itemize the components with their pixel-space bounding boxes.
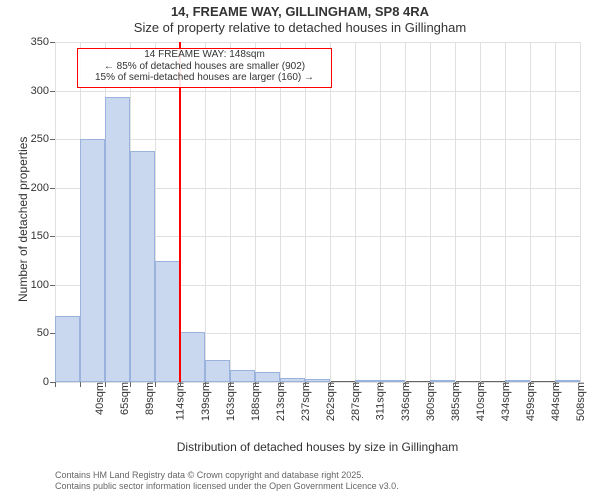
annotation-line: 14 FREAME WAY: 148sqm bbox=[78, 49, 331, 61]
xtick-mark bbox=[55, 382, 56, 387]
gridline-v bbox=[230, 42, 231, 382]
xtick-mark bbox=[380, 382, 381, 387]
plot-area: 05010015020025030035040sqm65sqm89sqm114s… bbox=[55, 42, 580, 382]
xtick-label: 114sqm bbox=[172, 382, 186, 420]
gridline-v bbox=[255, 42, 256, 382]
histogram-bar bbox=[255, 372, 280, 382]
xtick-mark bbox=[555, 382, 556, 387]
gridline-v bbox=[505, 42, 506, 382]
xtick-mark bbox=[505, 382, 506, 387]
xtick-label: 434sqm bbox=[498, 382, 512, 421]
ytick-label: 350 bbox=[31, 36, 55, 48]
xtick-mark bbox=[280, 382, 281, 387]
annotation-box: 14 FREAME WAY: 148sqm← 85% of detached h… bbox=[77, 48, 332, 88]
chart-subtitle: Size of property relative to detached ho… bbox=[0, 20, 600, 36]
xtick-label: 287sqm bbox=[348, 382, 362, 421]
gridline-v bbox=[430, 42, 431, 382]
gridline-v bbox=[530, 42, 531, 382]
annotation-line: ← 85% of detached houses are smaller (90… bbox=[78, 61, 331, 73]
xtick-label: 508sqm bbox=[573, 382, 587, 421]
xtick-label: 139sqm bbox=[198, 382, 212, 421]
xtick-mark bbox=[455, 382, 456, 387]
histogram-bar bbox=[355, 380, 380, 382]
xtick-mark bbox=[155, 382, 156, 387]
xtick-label: 89sqm bbox=[142, 382, 156, 415]
histogram-bar bbox=[505, 380, 530, 382]
ytick-label: 0 bbox=[43, 376, 55, 388]
gridline-v bbox=[455, 42, 456, 382]
xtick-label: 40sqm bbox=[92, 382, 106, 415]
xtick-mark bbox=[530, 382, 531, 387]
chart-title: 14, FREAME WAY, GILLINGHAM, SP8 4RA bbox=[0, 4, 600, 20]
footnote-line-1: Contains HM Land Registry data © Crown c… bbox=[55, 470, 580, 481]
xtick-label: 188sqm bbox=[248, 382, 262, 421]
xtick-mark bbox=[230, 382, 231, 387]
xtick-mark bbox=[180, 382, 181, 387]
ytick-label: 200 bbox=[31, 182, 55, 194]
histogram-bar bbox=[130, 151, 155, 382]
xtick-label: 163sqm bbox=[223, 382, 237, 421]
histogram-bar bbox=[230, 370, 255, 382]
xtick-mark bbox=[405, 382, 406, 387]
histogram-bar bbox=[380, 380, 405, 382]
xtick-label: 360sqm bbox=[423, 382, 437, 421]
gridline-v bbox=[355, 42, 356, 382]
histogram-bar bbox=[80, 139, 105, 382]
gridline-v bbox=[380, 42, 381, 382]
xtick-label: 65sqm bbox=[117, 382, 131, 415]
gridline-v bbox=[330, 42, 331, 382]
ytick-label: 100 bbox=[31, 279, 55, 291]
xtick-mark bbox=[80, 382, 81, 387]
chart-title-block: 14, FREAME WAY, GILLINGHAM, SP8 4RA Size… bbox=[0, 0, 600, 35]
x-axis-label: Distribution of detached houses by size … bbox=[55, 440, 580, 454]
xtick-label: 336sqm bbox=[398, 382, 412, 421]
xtick-mark bbox=[430, 382, 431, 387]
xtick-mark bbox=[130, 382, 131, 387]
gridline-h bbox=[55, 42, 580, 43]
histogram-bar bbox=[105, 97, 130, 382]
xtick-label: 262sqm bbox=[323, 382, 337, 421]
xtick-mark bbox=[105, 382, 106, 387]
ytick-label: 250 bbox=[31, 133, 55, 145]
gridline-v bbox=[580, 42, 581, 382]
ytick-label: 300 bbox=[31, 85, 55, 97]
xtick-mark bbox=[480, 382, 481, 387]
xtick-label: 237sqm bbox=[298, 382, 312, 421]
xtick-mark bbox=[305, 382, 306, 387]
gridline-v bbox=[555, 42, 556, 382]
xtick-label: 311sqm bbox=[372, 382, 386, 420]
histogram-bar bbox=[180, 332, 205, 383]
footnote-line-2: Contains public sector information licen… bbox=[55, 481, 580, 492]
gridline-v bbox=[305, 42, 306, 382]
histogram-bar bbox=[555, 380, 580, 382]
gridline-v bbox=[405, 42, 406, 382]
histogram-bar bbox=[155, 261, 180, 382]
xtick-mark bbox=[205, 382, 206, 387]
xtick-label: 410sqm bbox=[473, 382, 487, 421]
gridline-h bbox=[55, 139, 580, 140]
xtick-label: 484sqm bbox=[548, 382, 562, 421]
subject-property-marker bbox=[179, 42, 181, 382]
xtick-label: 459sqm bbox=[523, 382, 537, 421]
histogram-bar bbox=[205, 360, 230, 382]
y-axis-label: Number of detached properties bbox=[16, 137, 30, 302]
xtick-mark bbox=[355, 382, 356, 387]
xtick-label: 213sqm bbox=[273, 382, 287, 421]
xtick-mark bbox=[255, 382, 256, 387]
gridline-v bbox=[280, 42, 281, 382]
xtick-label: 385sqm bbox=[448, 382, 462, 421]
chart-footnote: Contains HM Land Registry data © Crown c… bbox=[55, 470, 580, 492]
histogram-bar bbox=[430, 380, 455, 382]
gridline-v bbox=[480, 42, 481, 382]
ytick-label: 50 bbox=[37, 327, 55, 339]
histogram-bar bbox=[280, 378, 305, 382]
gridline-v bbox=[205, 42, 206, 382]
annotation-line: 15% of semi-detached houses are larger (… bbox=[78, 72, 331, 84]
property-size-chart: 14, FREAME WAY, GILLINGHAM, SP8 4RA Size… bbox=[0, 0, 600, 500]
ytick-label: 150 bbox=[31, 230, 55, 242]
histogram-bar bbox=[55, 316, 80, 382]
histogram-bar bbox=[305, 379, 330, 382]
xtick-mark bbox=[330, 382, 331, 387]
gridline-h bbox=[55, 91, 580, 92]
